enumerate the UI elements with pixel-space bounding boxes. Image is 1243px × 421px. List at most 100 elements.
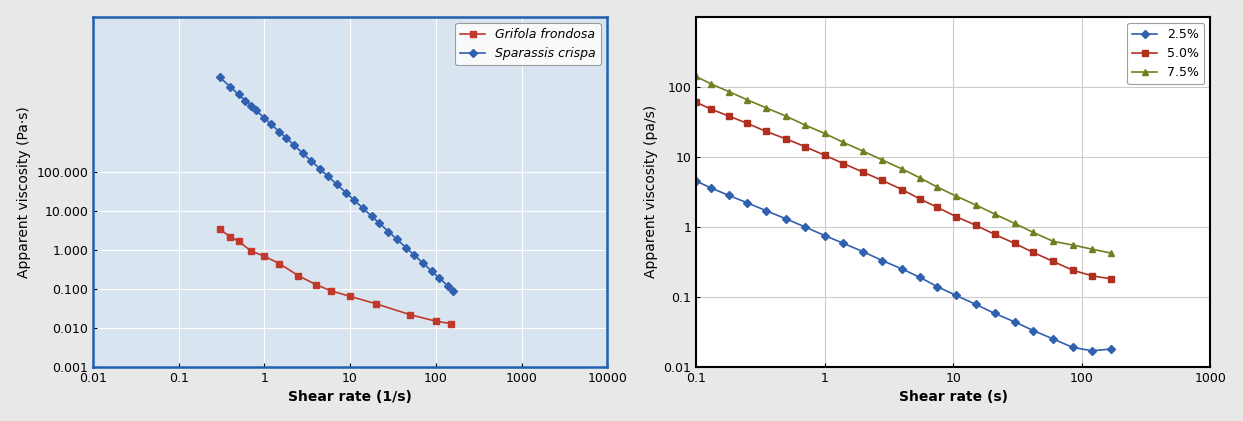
Sparassis crispa bbox=[446, 288, 461, 293]
Sparassis crispa bbox=[338, 190, 353, 195]
2.5% bbox=[1104, 346, 1119, 352]
2.5% bbox=[968, 302, 983, 307]
5.0% bbox=[817, 153, 832, 158]
5.0% bbox=[968, 223, 983, 228]
7.5% bbox=[778, 114, 793, 119]
Grifola frondosa bbox=[429, 319, 444, 324]
5.0% bbox=[912, 197, 927, 202]
5.0% bbox=[930, 205, 945, 210]
5.0% bbox=[1007, 241, 1022, 246]
Sparassis crispa bbox=[278, 136, 293, 141]
7.5% bbox=[948, 194, 963, 199]
7.5% bbox=[1065, 242, 1080, 248]
Sparassis crispa bbox=[372, 221, 387, 226]
Sparassis crispa bbox=[231, 92, 246, 97]
Line: 5.0%: 5.0% bbox=[694, 99, 1114, 282]
7.5% bbox=[1045, 239, 1060, 244]
Y-axis label: Apparent viscosity (Pa·s): Apparent viscosity (Pa·s) bbox=[16, 106, 31, 278]
Y-axis label: Apparent viscosity (pa/s): Apparent viscosity (pa/s) bbox=[644, 105, 658, 278]
2.5% bbox=[930, 284, 945, 289]
Grifola frondosa bbox=[444, 321, 459, 326]
7.5% bbox=[856, 149, 871, 154]
Sparassis crispa bbox=[415, 260, 430, 265]
Sparassis crispa bbox=[441, 284, 456, 289]
2.5% bbox=[856, 249, 871, 254]
7.5% bbox=[1007, 221, 1022, 226]
Sparassis crispa bbox=[347, 197, 362, 202]
Sparassis crispa bbox=[237, 98, 252, 103]
5.0% bbox=[797, 144, 812, 149]
5.0% bbox=[837, 161, 851, 166]
Grifola frondosa bbox=[368, 301, 383, 306]
Line: Grifola frondosa: Grifola frondosa bbox=[216, 226, 455, 327]
5.0% bbox=[1104, 277, 1119, 282]
2.5% bbox=[797, 224, 812, 229]
5.0% bbox=[1025, 250, 1040, 255]
Sparassis crispa bbox=[244, 104, 259, 109]
Sparassis crispa bbox=[313, 167, 328, 172]
5.0% bbox=[778, 136, 793, 141]
Grifola frondosa bbox=[231, 239, 246, 244]
5.0% bbox=[1085, 273, 1100, 278]
Sparassis crispa bbox=[431, 276, 446, 281]
2.5% bbox=[758, 208, 773, 213]
5.0% bbox=[987, 232, 1002, 237]
2.5% bbox=[1025, 328, 1040, 333]
7.5% bbox=[912, 175, 927, 180]
Grifola frondosa bbox=[222, 234, 237, 240]
2.5% bbox=[987, 311, 1002, 316]
Grifola frondosa bbox=[291, 273, 306, 278]
2.5% bbox=[1007, 319, 1022, 324]
X-axis label: Shear rate (s): Shear rate (s) bbox=[899, 390, 1008, 404]
2.5% bbox=[837, 241, 851, 246]
7.5% bbox=[1104, 250, 1119, 256]
Sparassis crispa bbox=[296, 151, 311, 156]
2.5% bbox=[1065, 345, 1080, 350]
Sparassis crispa bbox=[364, 214, 379, 219]
7.5% bbox=[1085, 247, 1100, 252]
Sparassis crispa bbox=[389, 237, 404, 242]
7.5% bbox=[704, 81, 718, 86]
Line: 7.5%: 7.5% bbox=[694, 74, 1114, 256]
5.0% bbox=[704, 107, 718, 112]
7.5% bbox=[817, 131, 832, 136]
Sparassis crispa bbox=[380, 229, 395, 234]
2.5% bbox=[1045, 336, 1060, 341]
7.5% bbox=[837, 140, 851, 145]
Legend: Grifola frondosa, Sparassis crispa: Grifola frondosa, Sparassis crispa bbox=[455, 23, 600, 65]
5.0% bbox=[721, 114, 736, 119]
Grifola frondosa bbox=[403, 312, 418, 317]
5.0% bbox=[856, 170, 871, 175]
2.5% bbox=[689, 179, 704, 184]
Sparassis crispa bbox=[406, 252, 421, 257]
5.0% bbox=[740, 121, 755, 126]
Line: Sparassis crispa: Sparassis crispa bbox=[216, 75, 456, 293]
Sparassis crispa bbox=[286, 142, 301, 147]
Legend: 2.5%, 5.0%, 7.5%: 2.5%, 5.0%, 7.5% bbox=[1127, 23, 1204, 85]
5.0% bbox=[689, 100, 704, 105]
Sparassis crispa bbox=[264, 122, 278, 127]
Grifola frondosa bbox=[308, 282, 323, 287]
Sparassis crispa bbox=[399, 245, 414, 250]
2.5% bbox=[1085, 348, 1100, 353]
Sparassis crispa bbox=[222, 84, 237, 89]
7.5% bbox=[895, 166, 910, 171]
2.5% bbox=[875, 258, 890, 263]
5.0% bbox=[758, 129, 773, 134]
7.5% bbox=[987, 212, 1002, 217]
Sparassis crispa bbox=[355, 205, 370, 210]
2.5% bbox=[721, 193, 736, 198]
7.5% bbox=[689, 74, 704, 79]
Sparassis crispa bbox=[249, 108, 264, 113]
Grifola frondosa bbox=[213, 226, 227, 232]
2.5% bbox=[817, 233, 832, 238]
5.0% bbox=[1065, 268, 1080, 273]
Sparassis crispa bbox=[272, 129, 287, 134]
Grifola frondosa bbox=[323, 288, 338, 293]
7.5% bbox=[740, 97, 755, 102]
2.5% bbox=[740, 200, 755, 205]
2.5% bbox=[895, 266, 910, 272]
5.0% bbox=[948, 214, 963, 219]
7.5% bbox=[758, 105, 773, 110]
Grifola frondosa bbox=[244, 248, 259, 253]
